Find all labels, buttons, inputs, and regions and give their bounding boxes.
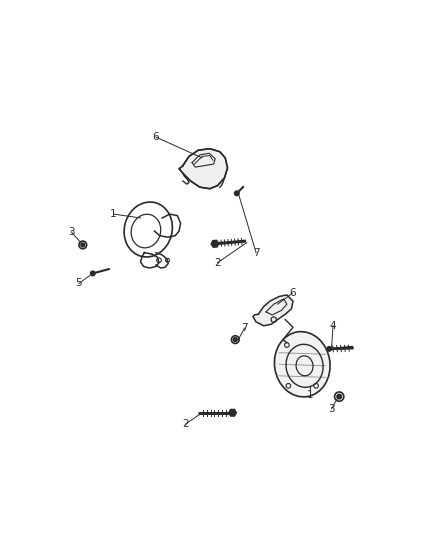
Text: 4: 4	[330, 321, 336, 331]
Circle shape	[337, 394, 342, 399]
Text: 7: 7	[241, 323, 248, 333]
Text: 1: 1	[307, 390, 313, 400]
Text: 2: 2	[182, 419, 188, 429]
Polygon shape	[211, 240, 219, 247]
Polygon shape	[229, 409, 237, 416]
Text: 1: 1	[110, 209, 117, 219]
Polygon shape	[179, 149, 228, 189]
Text: 3: 3	[68, 227, 74, 237]
Circle shape	[234, 191, 239, 196]
Ellipse shape	[275, 332, 330, 397]
Text: 3: 3	[328, 404, 335, 414]
Text: 2: 2	[214, 257, 221, 268]
Circle shape	[91, 271, 95, 276]
Text: 5: 5	[76, 278, 82, 288]
Circle shape	[327, 346, 332, 351]
Circle shape	[233, 338, 237, 342]
Text: 6: 6	[289, 288, 296, 298]
Text: 6: 6	[152, 132, 159, 142]
Polygon shape	[253, 295, 293, 326]
Text: 7: 7	[253, 248, 259, 257]
Circle shape	[81, 243, 85, 247]
